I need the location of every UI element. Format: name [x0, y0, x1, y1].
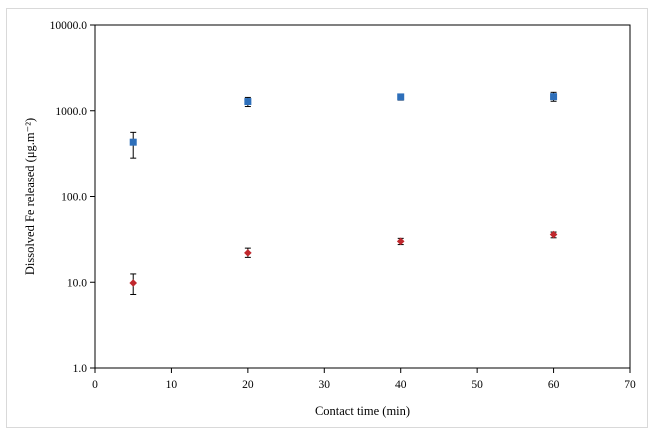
x-tick-label: 60 — [548, 379, 560, 391]
data-point — [397, 93, 405, 101]
data-point — [244, 98, 252, 106]
x-tick-label: 10 — [166, 379, 178, 391]
scatter-plot: 1.0 10.0 100.0 1000.0 10000.0 0 10 20 30 40 50 60 7… — [23, 20, 636, 418]
data-point — [129, 138, 137, 146]
x-axis: 0 10 20 30 40 50 60 70 — [92, 368, 636, 391]
data-point — [396, 237, 405, 246]
data-point — [549, 230, 558, 239]
y-tick-label: 1.0 — [73, 363, 88, 375]
y-axis-title: Dissolved Fe released (μg.m⁻²) — [23, 118, 37, 275]
x-tick-label: 70 — [624, 379, 636, 391]
data-point — [129, 279, 138, 287]
series-1 — [129, 91, 558, 159]
x-tick-label: 30 — [319, 379, 331, 391]
x-tick-label: 40 — [395, 379, 407, 391]
data-point — [244, 249, 252, 257]
y-axis: 1.0 10.0 100.0 1000.0 10000.0 — [50, 20, 95, 375]
y-tick-label: 1000.0 — [55, 106, 87, 118]
y-tick-label: 100.0 — [61, 192, 87, 204]
series-2 — [129, 230, 558, 295]
x-axis-title: Contact time (min) — [315, 404, 410, 418]
plot-area — [94, 24, 631, 369]
x-tick-label: 50 — [471, 379, 483, 391]
chart-frame: 1.0 10.0 100.0 1000.0 10000.0 0 10 20 30 40 50 60 7… — [6, 8, 648, 428]
x-tick-label: 0 — [92, 379, 98, 391]
data-point — [550, 93, 558, 101]
data-series — [129, 91, 558, 295]
x-tick-label: 20 — [242, 379, 254, 391]
y-tick-label: 10000.0 — [50, 20, 88, 32]
y-tick-label: 10.0 — [67, 277, 87, 289]
